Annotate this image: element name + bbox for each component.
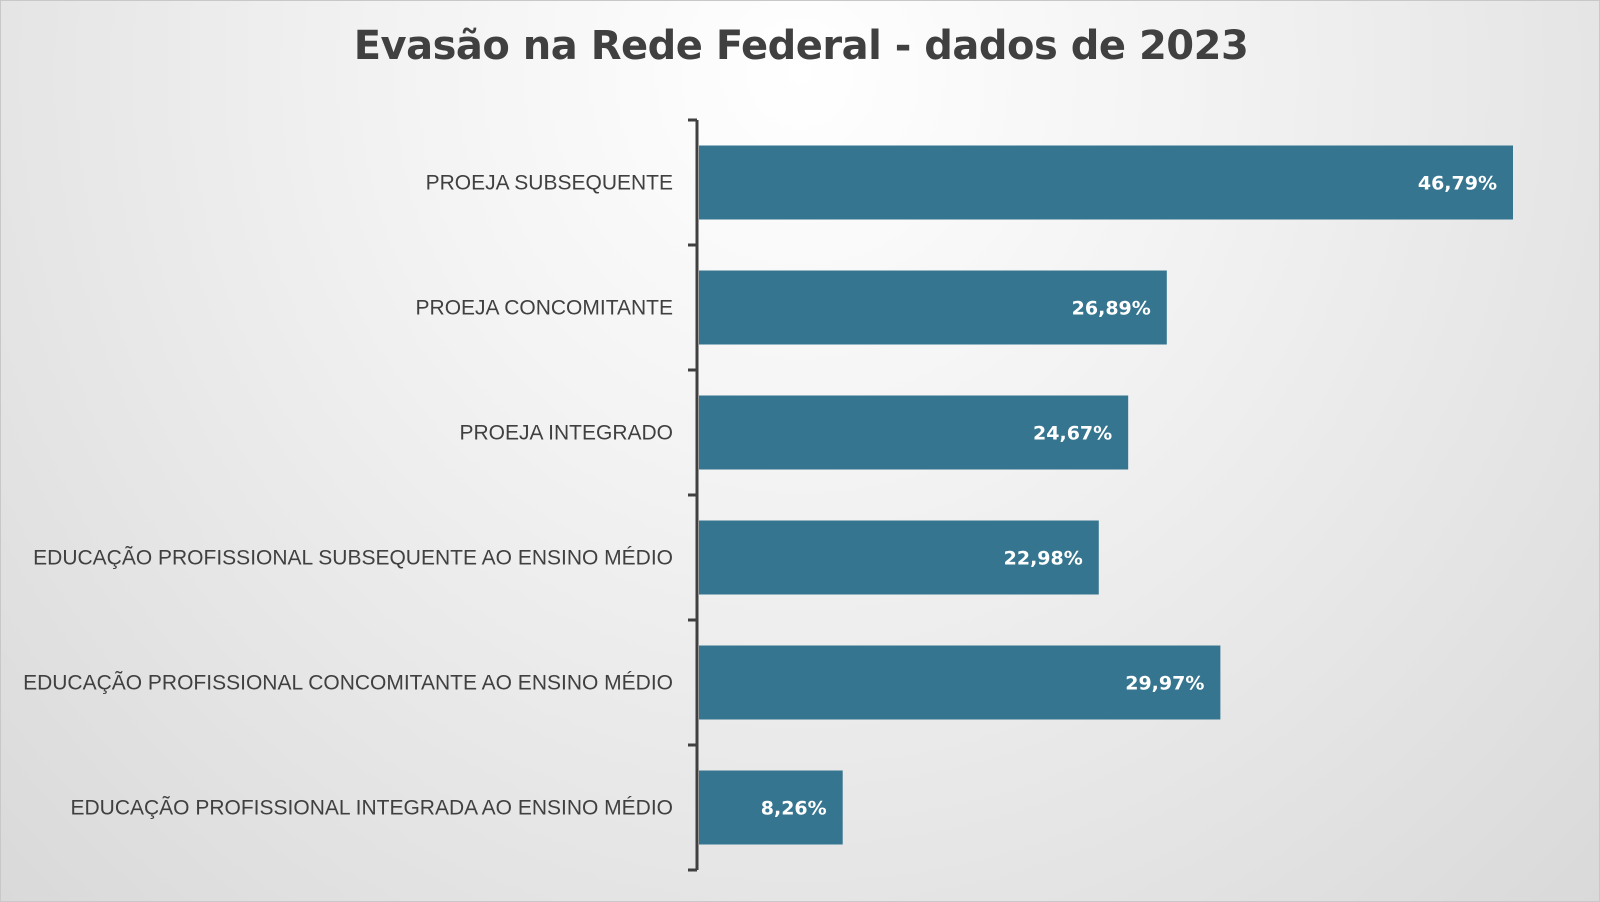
chart-title: Evasão na Rede Federal - dados de 2023: [353, 23, 1249, 69]
data-label: 46,79%: [1418, 173, 1497, 195]
category-label: EDUCAÇÃO PROFISSIONAL CONCOMITANTE AO EN…: [23, 671, 673, 695]
data-label: 26,89%: [1072, 298, 1151, 320]
category-label: PROEJA SUBSEQUENTE: [426, 172, 673, 195]
bar: [699, 145, 1513, 220]
bar: [699, 645, 1221, 720]
bar: [699, 270, 1167, 345]
category-label: EDUCAÇÃO PROFISSIONAL SUBSEQUENTE AO ENS…: [33, 546, 673, 570]
data-label: 29,97%: [1125, 673, 1204, 695]
bar: [699, 520, 1099, 595]
bar: [699, 395, 1129, 470]
data-label: 8,26%: [761, 798, 827, 820]
bar: [699, 770, 843, 845]
category-label: EDUCAÇÃO PROFISSIONAL INTEGRADA AO ENSIN…: [71, 796, 674, 820]
data-label: 22,98%: [1004, 548, 1083, 570]
category-label: PROEJA INTEGRADO: [459, 422, 673, 445]
data-label: 24,67%: [1033, 423, 1112, 445]
category-label: PROEJA CONCOMITANTE: [416, 297, 673, 320]
